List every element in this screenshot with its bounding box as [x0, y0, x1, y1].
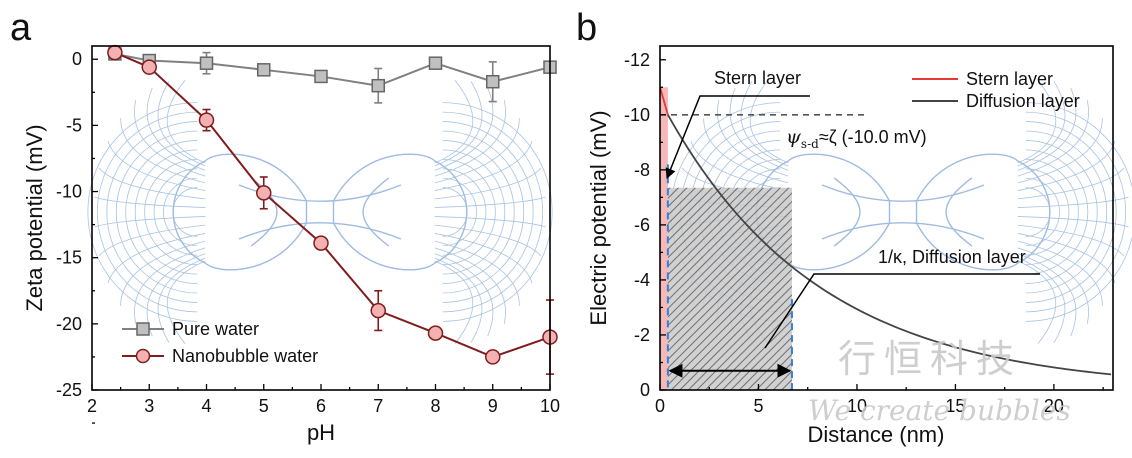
- y-tick-label: -10: [56, 182, 82, 202]
- panel-b-plot-frame: [659, 45, 1114, 391]
- y-tick-label: -25: [56, 380, 82, 400]
- x-tick-label: 20: [1044, 396, 1064, 416]
- panel-b-x-axis-title: Distance (nm): [808, 422, 945, 447]
- data-point-nanobubble-water: [427, 325, 444, 341]
- legend-marker-pure-water: [136, 322, 150, 336]
- data-point-pure-water: [199, 56, 214, 70]
- psi-approx-text: ≈ζ (-10.0 mV): [819, 127, 927, 147]
- panel-b-y-ticks: 0 -2 -4 -6 -8 -10 -12: [624, 50, 666, 400]
- series-line-stern-layer: [659, 87, 669, 116]
- y-tick-label: -10: [624, 105, 650, 125]
- data-point-pure-water: [257, 63, 271, 77]
- y-tick-label: -6: [634, 215, 650, 235]
- data-point-nanobubble-water: [107, 44, 123, 61]
- y-tick-label: -8: [634, 160, 650, 180]
- data-point-pure-water: [314, 69, 328, 84]
- panel-b-data-layer: [659, 87, 1112, 390]
- annotation-psi-equation: ψs-d≈ζ (-10.0 mV): [786, 126, 927, 151]
- annotation-diffusion-layer: 1/κ, Diffusion layer: [878, 247, 1026, 267]
- x-tick-label: 6: [316, 396, 326, 416]
- psi-subscript: s-d: [801, 137, 819, 151]
- panel-b-potential-chart: b 0 5 10 15 20 0 -2 -4 -6 -8 -10 -12 Distance (nm)…: [576, 7, 1132, 447]
- annotation-diffusion-pointer: [764, 273, 1040, 349]
- data-point-nanobubble-water: [198, 112, 215, 128]
- watermark: 行恒科技 We create bubbles: [808, 337, 1071, 427]
- x-tick-label: 3: [144, 396, 154, 416]
- panel-a-x-axis-title: pH: [307, 420, 335, 445]
- panel-a-data-layer: [107, 44, 558, 375]
- panel-a-legend: Pure water Nanobubble water: [122, 319, 318, 366]
- panel-a-zeta-chart: a 2 3 4 5 6 7 8 9 10 0 -5 -10 -15 -20 -25 pH Zeta pot…: [10, 7, 560, 445]
- y-tick-label: 0: [72, 49, 82, 69]
- panel-a-plot-frame: [91, 45, 551, 391]
- x-tick-label: 0: [655, 396, 665, 416]
- panel-b-y-axis-title: Electric potential (mV): [586, 110, 611, 325]
- y-tick-label: -4: [634, 270, 650, 290]
- panel-b-legend: Stern layer Diffusion layer: [912, 69, 1080, 111]
- x-tick-label: 2: [87, 396, 97, 416]
- legend-label-stern-layer: Stern layer: [966, 69, 1053, 89]
- legend-label-diffusion-layer: Diffusion layer: [966, 91, 1080, 111]
- y-tick-label: -15: [56, 248, 82, 268]
- panel-a-y-ticks: 0 -5 -10 -15 -20 -25: [56, 49, 98, 424]
- series-line-pure-water: [114, 52, 551, 87]
- x-tick-label: 8: [430, 396, 440, 416]
- y-tick-label: -12: [624, 50, 650, 70]
- nanobubble-illustration-a: [87, 80, 553, 344]
- data-point-nanobubble-water: [313, 235, 329, 251]
- y-tick-label: 0: [640, 380, 650, 400]
- y-tick-label: -20: [56, 314, 82, 334]
- psi-symbol: ψ: [786, 126, 802, 148]
- annotation-stern-pointer: [665, 95, 810, 179]
- data-point-nanobubble-water: [256, 185, 272, 201]
- x-tick-label: 9: [488, 396, 498, 416]
- data-point-nanobubble-water: [485, 349, 501, 365]
- stern-layer-band: [660, 87, 668, 390]
- x-tick-label: 4: [201, 396, 211, 416]
- annotation-stern-layer: Stern layer: [714, 68, 801, 88]
- x-tick-label: 7: [373, 396, 383, 416]
- series-line-diffusion-layer: [667, 114, 1112, 376]
- legend-label-pure-water: Pure water: [172, 319, 259, 339]
- data-point-pure-water: [371, 78, 385, 93]
- legend-label-nanobubble-water: Nanobubble water: [172, 346, 318, 366]
- diffusion-layer-hatched-region: [667, 187, 792, 390]
- data-point-pure-water: [486, 74, 500, 89]
- panel-label-a: a: [10, 7, 32, 49]
- legend-marker-nanobubble-water: [135, 348, 151, 364]
- x-tick-label: 15: [945, 396, 965, 416]
- x-tick-label: 5: [259, 396, 269, 416]
- panel-a-x-ticks: 2 3 4 5 6 7 8 9 10: [87, 384, 560, 416]
- y-tick-label: -5: [66, 115, 82, 135]
- panel-label-b: b: [576, 7, 597, 49]
- watermark-chinese: 行恒科技: [838, 337, 1022, 381]
- x-tick-label: 5: [753, 396, 763, 416]
- data-point-pure-water: [428, 56, 443, 70]
- x-tick-label: 10: [847, 396, 867, 416]
- x-tick-label: 10: [540, 396, 560, 416]
- panel-a-y-axis-title: Zeta potential (mV): [22, 124, 47, 311]
- watermark-english: We create bubbles: [808, 394, 1071, 427]
- data-point-nanobubble-water: [141, 59, 157, 75]
- y-tick-label: -2: [634, 325, 650, 345]
- data-point-nanobubble-water: [370, 302, 386, 319]
- panel-b-x-ticks: 0 5 10 15 20: [655, 384, 1104, 416]
